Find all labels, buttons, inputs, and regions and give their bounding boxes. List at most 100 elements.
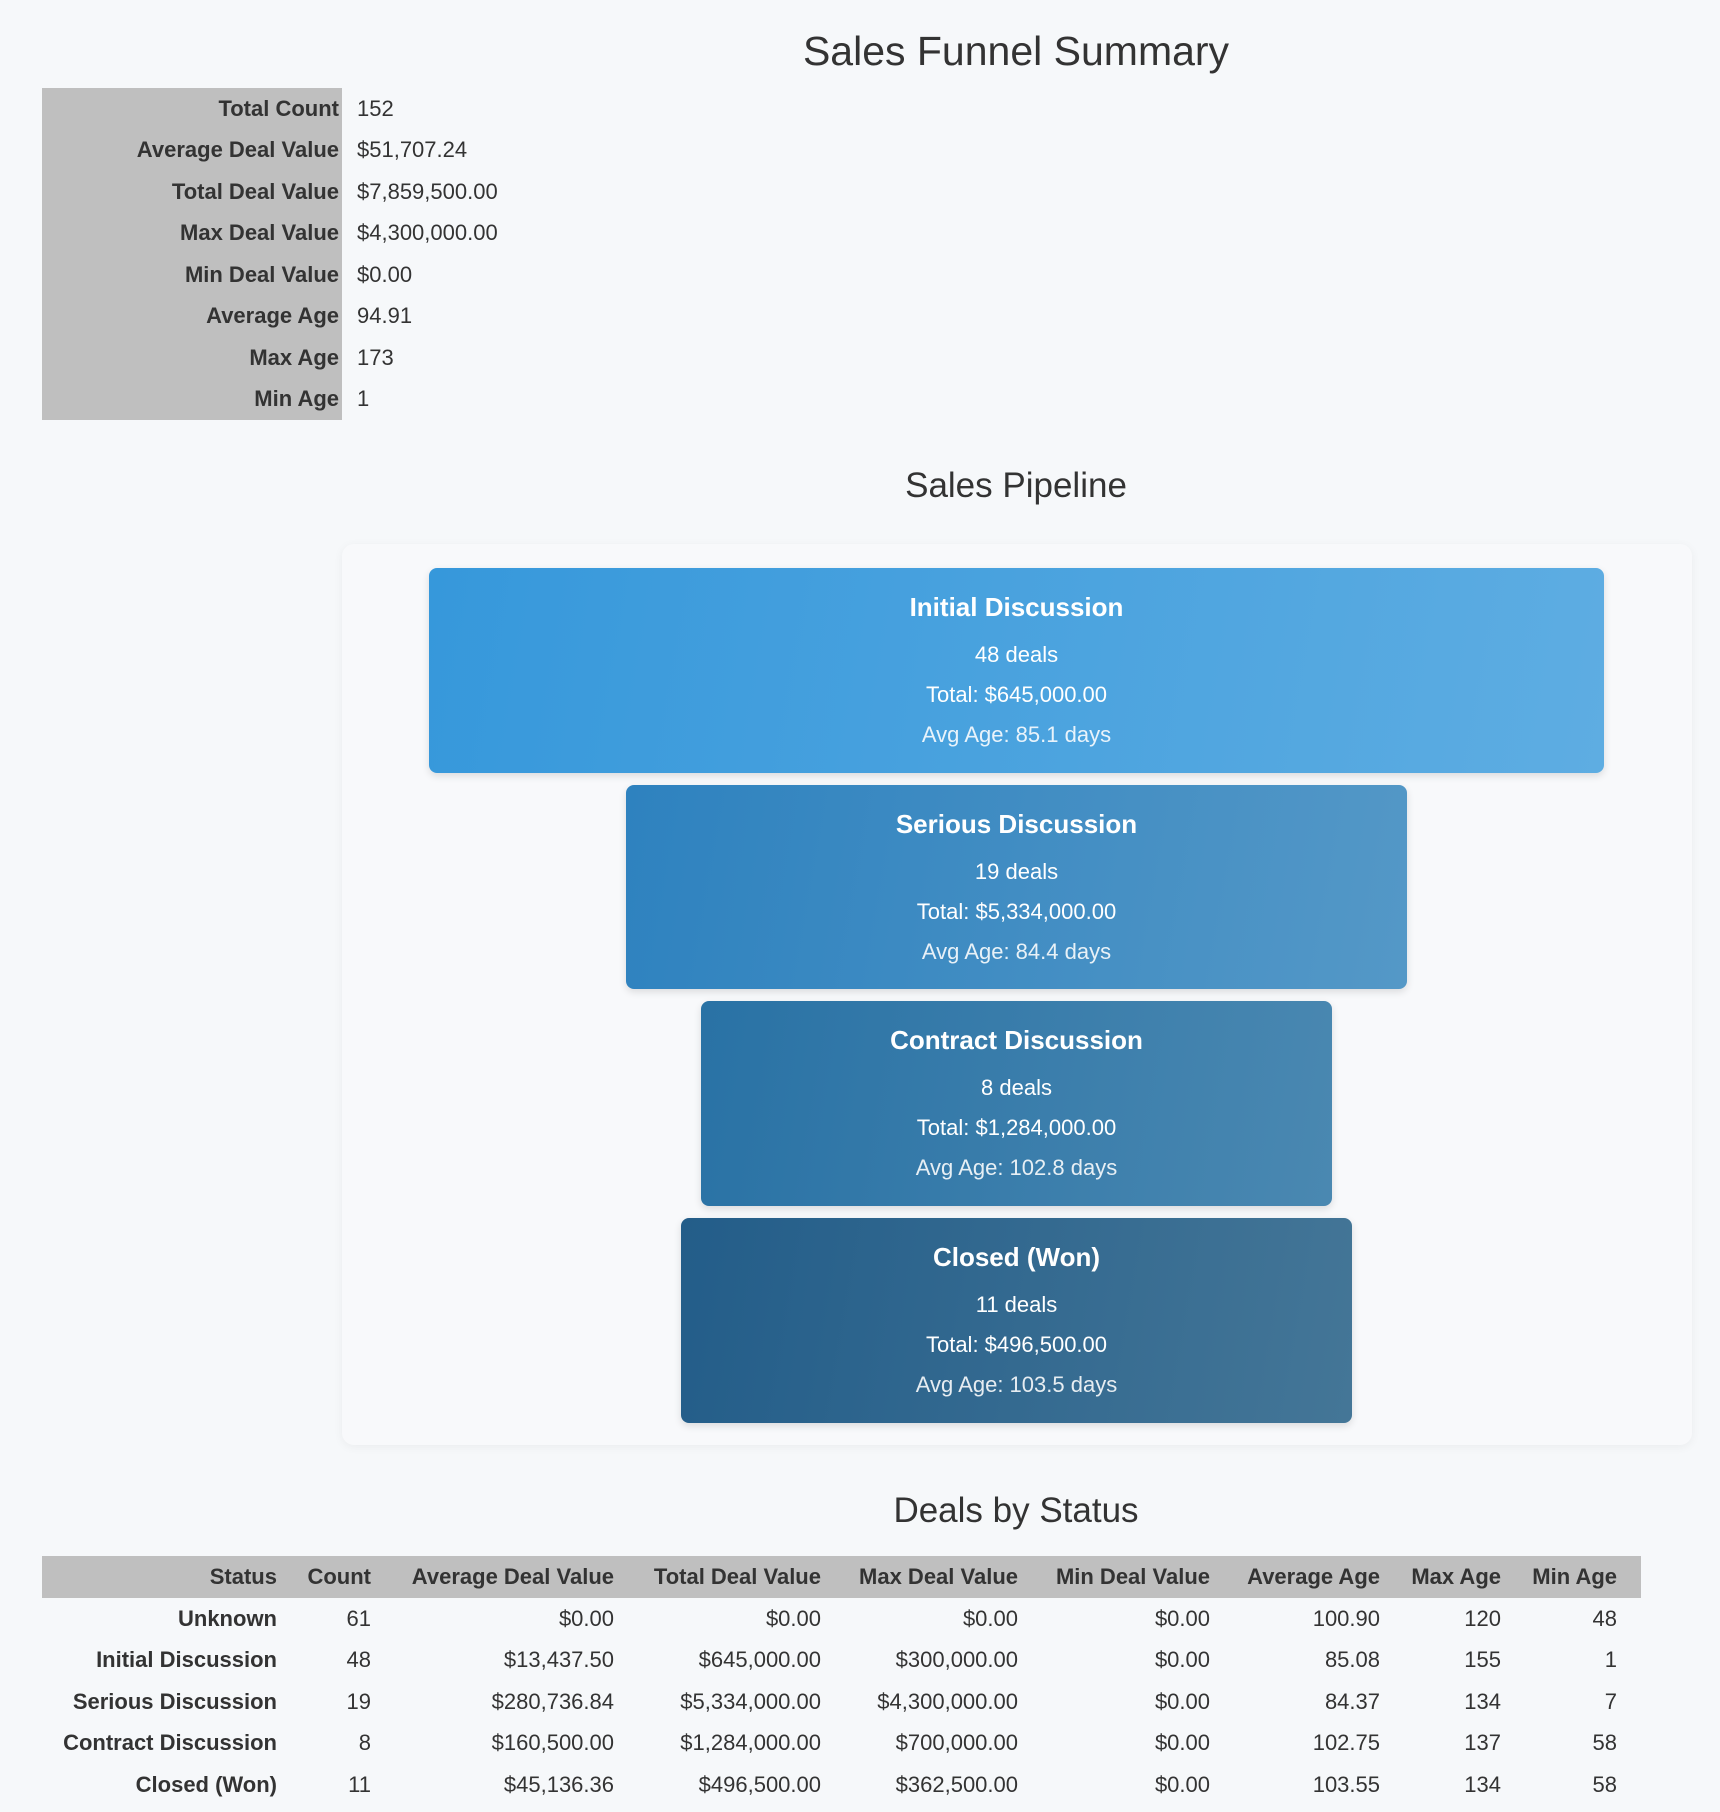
stage-avg-age: Avg Age: 85.1 days (921, 722, 1112, 747)
cell-count: 11 (348, 1771, 371, 1797)
funnel-stage-serious-discussion: Serious Discussion 19 deals Total: $5,33… (626, 785, 1407, 989)
cell-count: 48 (346, 1647, 371, 1673)
stage-total-value: Total: $5,334,000.00 (916, 899, 1117, 924)
cell-max-age: 155 (1464, 1647, 1501, 1673)
cell-total-deal-value: $645,000.00 (698, 1647, 821, 1673)
cell-max-age: 134 (1464, 1771, 1501, 1797)
summary-label: Average Deal Value (42, 129, 342, 171)
stage-total-value: Total: $1,284,000.00 (916, 1115, 1117, 1140)
summary-label: Total Count (42, 88, 342, 130)
cell-average-deal-value: $13,437.50 (503, 1647, 614, 1673)
cell-average-deal-value: $0.00 (558, 1605, 614, 1631)
stage-deal-count: 11 deals (975, 1292, 1058, 1317)
cell-min-age: 58 (1592, 1771, 1617, 1797)
column-header-max-age: Max Age (1404, 1556, 1525, 1598)
summary-value: $51,707.24 (357, 137, 468, 163)
cell-max-age: 120 (1464, 1605, 1501, 1631)
table-row: Contract Discussion 8 $160,500.00 $1,284,00… (42, 1723, 1641, 1765)
stage-name: Closed (Won) (932, 1242, 1101, 1272)
cell-status: Closed (Won) (135, 1771, 277, 1797)
summary-row: Min Age 1 (42, 378, 498, 420)
cell-count: 8 (358, 1730, 371, 1756)
cell-min-age: 7 (1604, 1688, 1617, 1714)
stage-deal-count: 8 deals (981, 1075, 1052, 1100)
stage-name: Serious Discussion (895, 809, 1138, 839)
summary-label: Max Age (42, 337, 342, 379)
stage-avg-age: Avg Age: 102.8 days (915, 1155, 1118, 1180)
cell-min-deal-value: $0.00 (1154, 1605, 1210, 1631)
cell-min-age: 1 (1604, 1647, 1617, 1673)
summary-value: 94.91 (357, 303, 413, 329)
stage-total-value: Total: $496,500.00 (925, 1332, 1108, 1357)
table-header-row: Status Count Average Deal Value Total De… (42, 1556, 1641, 1598)
cell-total-deal-value: $1,284,000.00 (680, 1730, 821, 1756)
deals-by-status-table: Status Count Average Deal Value Total De… (42, 1556, 1641, 1806)
summary-table: Total Count 152 Average Deal Value $51,7… (42, 88, 498, 420)
column-header-min-age: Min Age (1525, 1556, 1641, 1598)
cell-min-deal-value: $0.00 (1154, 1771, 1210, 1797)
summary-value: 1 (357, 386, 370, 412)
stage-avg-age: Avg Age: 84.4 days (921, 939, 1112, 964)
summary-value: 173 (357, 344, 394, 370)
cell-max-deal-value: $4,300,000.00 (877, 1688, 1018, 1714)
cell-min-age: 58 (1592, 1730, 1617, 1756)
column-header-status: Status (42, 1556, 301, 1598)
cell-status: Unknown (178, 1605, 277, 1631)
summary-value: $4,300,000.00 (357, 220, 498, 246)
cell-average-age: 84.37 (1324, 1688, 1380, 1714)
cell-average-age: 85.08 (1324, 1647, 1380, 1673)
summary-label: Max Deal Value (42, 212, 342, 254)
column-header-average-deal-value: Average Deal Value (395, 1556, 638, 1598)
cell-status: Initial Discussion (96, 1647, 277, 1673)
funnel-stage-initial-discussion: Initial Discussion 48 deals Total: $645,… (429, 568, 1604, 773)
cell-average-deal-value: $160,500.00 (491, 1730, 614, 1756)
funnel-stage-contract-discussion: Contract Discussion 8 deals Total: $1,28… (701, 1001, 1332, 1206)
cell-max-deal-value: $300,000.00 (895, 1647, 1018, 1673)
cell-max-deal-value: $362,500.00 (895, 1771, 1018, 1797)
cell-average-age: 103.55 (1312, 1771, 1380, 1797)
cell-average-deal-value: $280,736.84 (491, 1688, 614, 1714)
summary-label: Average Age (42, 295, 342, 337)
summary-label: Total Deal Value (42, 171, 342, 213)
summary-row: Max Age 173 (42, 337, 498, 379)
page-title: Sales Funnel Summary (802, 28, 1230, 74)
summary-row: Total Deal Value $7,859,500.00 (42, 171, 498, 213)
cell-total-deal-value: $496,500.00 (698, 1771, 821, 1797)
cell-max-deal-value: $0.00 (962, 1605, 1018, 1631)
table-row: Closed (Won) 11 $45,136.36 $496,500.00 $362,… (42, 1764, 1641, 1806)
summary-label: Min Deal Value (42, 254, 342, 296)
sales-pipeline-funnel: Initial Discussion 48 deals Total: $645,… (342, 544, 1692, 1445)
column-header-max-deal-value: Max Deal Value (845, 1556, 1042, 1598)
summary-row: Average Deal Value $51,707.24 (42, 129, 498, 171)
stage-avg-age: Avg Age: 103.5 days (915, 1372, 1118, 1397)
column-header-average-age: Average Age (1234, 1556, 1404, 1598)
cell-count: 61 (346, 1605, 371, 1631)
pipeline-title: Sales Pipeline (905, 466, 1127, 505)
cell-min-deal-value: $0.00 (1154, 1730, 1210, 1756)
cell-average-deal-value: $45,136.36 (503, 1771, 614, 1797)
summary-row: Average Age 94.91 (42, 295, 498, 337)
column-header-count: Count (301, 1556, 395, 1598)
cell-max-age: 137 (1464, 1730, 1501, 1756)
table-row: Initial Discussion 48 $13,437.50 $645,000.0… (42, 1640, 1641, 1682)
summary-label: Min Age (42, 378, 342, 420)
summary-row: Total Count 152 (42, 88, 498, 130)
cell-max-deal-value: $700,000.00 (895, 1730, 1018, 1756)
column-header-min-deal-value: Min Deal Value (1042, 1556, 1234, 1598)
stage-total-value: Total: $645,000.00 (925, 682, 1108, 707)
funnel-stage-closed-won: Closed (Won) 11 deals Total: $496,500.00… (681, 1218, 1352, 1423)
cell-total-deal-value: $0.00 (765, 1605, 821, 1631)
cell-average-age: 100.90 (1312, 1605, 1380, 1631)
table-row: Unknown 61 $0.00 $0.00 $0.00 $0.00 100.90 120 48 (42, 1598, 1641, 1640)
table-row: Serious Discussion 19 $280,736.84 $5,334,00… (42, 1681, 1641, 1723)
summary-row: Min Deal Value $0.00 (42, 254, 498, 296)
cell-status: Contract Discussion (63, 1730, 277, 1756)
cell-total-deal-value: $5,334,000.00 (680, 1688, 821, 1714)
summary-value: $7,859,500.00 (357, 178, 498, 204)
cell-status: Serious Discussion (72, 1688, 277, 1714)
cell-count: 19 (346, 1688, 371, 1714)
stage-deal-count: 19 deals (974, 859, 1059, 884)
column-header-total-deal-value: Total Deal Value (638, 1556, 845, 1598)
summary-row: Max Deal Value $4,300,000.00 (42, 212, 498, 254)
cell-min-deal-value: $0.00 (1154, 1647, 1210, 1673)
